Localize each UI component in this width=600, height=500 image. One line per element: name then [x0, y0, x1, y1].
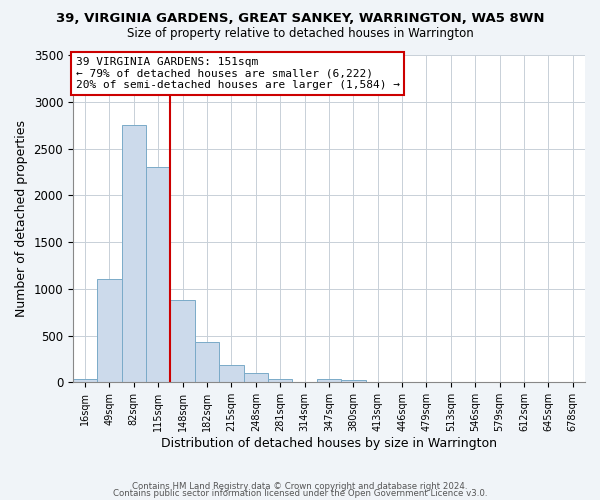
Text: Size of property relative to detached houses in Warrington: Size of property relative to detached ho…: [127, 28, 473, 40]
Bar: [146, 167, 170, 382]
Bar: [244, 374, 268, 382]
Text: Contains HM Land Registry data © Crown copyright and database right 2024.: Contains HM Land Registry data © Crown c…: [132, 482, 468, 491]
Bar: [317, 379, 341, 382]
Bar: [341, 380, 365, 382]
X-axis label: Distribution of detached houses by size in Warrington: Distribution of detached houses by size …: [161, 437, 497, 450]
Text: 39, VIRGINIA GARDENS, GREAT SANKEY, WARRINGTON, WA5 8WN: 39, VIRGINIA GARDENS, GREAT SANKEY, WARR…: [56, 12, 544, 26]
Text: 39 VIRGINIA GARDENS: 151sqm
← 79% of detached houses are smaller (6,222)
20% of : 39 VIRGINIA GARDENS: 151sqm ← 79% of det…: [76, 57, 400, 90]
Y-axis label: Number of detached properties: Number of detached properties: [15, 120, 28, 317]
Bar: [73, 378, 97, 382]
Bar: [97, 280, 122, 382]
Bar: [268, 378, 292, 382]
Bar: [170, 300, 195, 382]
Bar: [122, 125, 146, 382]
Text: Contains public sector information licensed under the Open Government Licence v3: Contains public sector information licen…: [113, 490, 487, 498]
Bar: [195, 342, 219, 382]
Bar: [219, 365, 244, 382]
